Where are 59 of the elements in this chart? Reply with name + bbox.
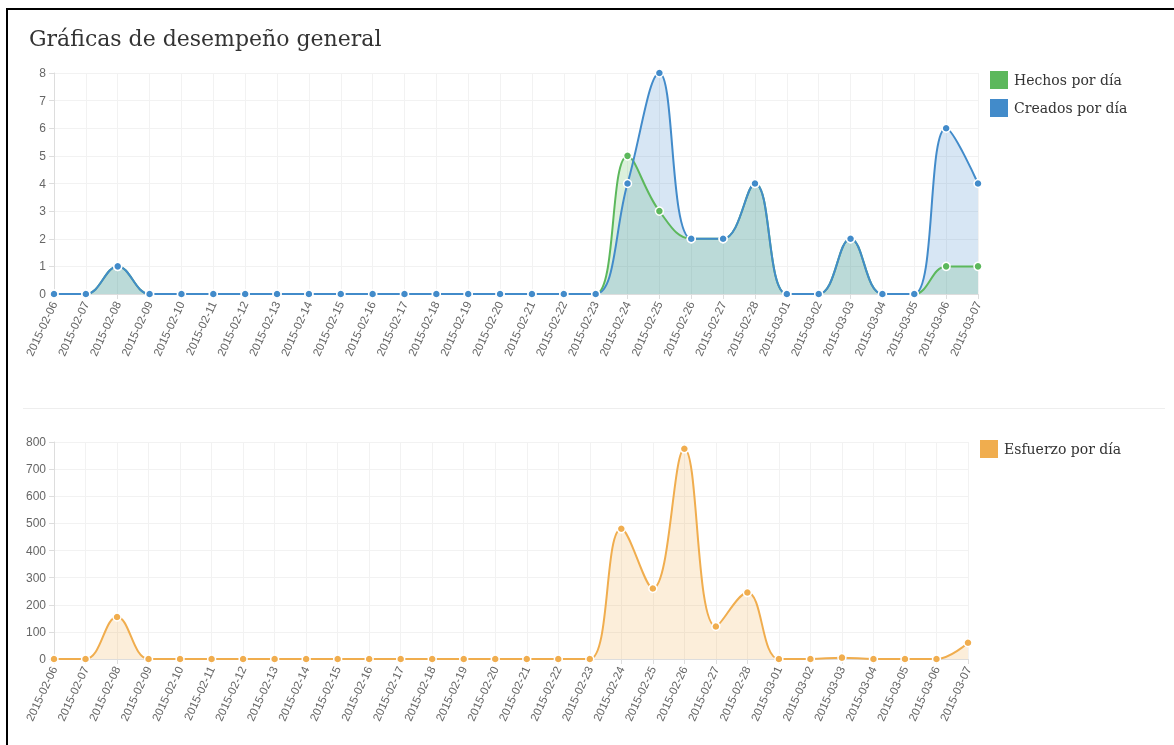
point	[622, 178, 633, 189]
y-tick-label: 600	[25, 489, 47, 504]
y-tick-label: 800	[25, 435, 47, 449]
y-tick-label: 7	[39, 93, 47, 108]
point	[206, 654, 217, 664]
point	[742, 587, 753, 598]
point	[332, 654, 343, 664]
y-tick-label: 200	[25, 597, 47, 612]
y-tick-label: 100	[25, 624, 47, 639]
point	[395, 654, 406, 664]
point	[654, 68, 665, 78]
point	[143, 654, 154, 664]
point	[238, 654, 248, 664]
point	[973, 261, 983, 272]
point	[900, 654, 910, 664]
point	[963, 637, 973, 648]
y-tick-label: 8	[39, 66, 47, 80]
point	[301, 654, 311, 664]
y-tick-label: 1	[39, 259, 47, 274]
y-tick-label: 0	[39, 652, 47, 666]
point	[805, 654, 816, 664]
y-tick-label: 400	[25, 543, 47, 558]
point	[175, 654, 185, 664]
point	[553, 654, 564, 664]
point	[941, 123, 951, 133]
point	[49, 654, 59, 664]
point	[112, 612, 122, 622]
point	[654, 206, 665, 216]
point	[622, 151, 633, 161]
point	[269, 654, 280, 664]
y-tick-label: 3	[39, 204, 47, 219]
y-tick-label: 700	[25, 462, 47, 477]
point	[648, 583, 658, 594]
legend-label: Hechos por día	[1014, 72, 1122, 88]
point	[616, 524, 627, 534]
point	[80, 654, 91, 664]
point	[364, 654, 374, 664]
point	[941, 261, 951, 272]
point	[868, 654, 879, 664]
point	[973, 178, 983, 189]
chart-title: Gráficas de desempeño general	[29, 25, 382, 51]
point	[522, 654, 532, 664]
y-tick-label: 6	[39, 121, 47, 136]
y-tick-label: 300	[25, 570, 47, 585]
point	[458, 654, 469, 664]
point	[490, 654, 500, 664]
point	[711, 621, 721, 632]
y-tick-label: 4	[39, 176, 47, 191]
point	[427, 654, 437, 664]
point	[931, 654, 942, 664]
point	[837, 652, 847, 663]
y-tick-label: 0	[39, 287, 47, 301]
point	[774, 654, 784, 664]
legend-label: Creados por día	[1014, 100, 1128, 116]
y-tick-label: 2	[39, 231, 47, 246]
point	[585, 654, 595, 664]
y-tick-label: 500	[25, 516, 47, 531]
y-tick-label: 5	[39, 148, 47, 163]
legend-label: Esfuerzo por día	[1004, 441, 1122, 457]
